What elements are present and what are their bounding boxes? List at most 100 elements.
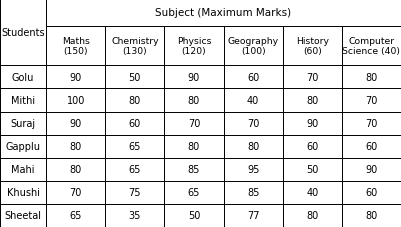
Bar: [46, 112, 105, 135]
Bar: [164, 66, 224, 89]
Bar: [283, 135, 342, 158]
Bar: [164, 158, 224, 181]
Text: 65: 65: [129, 141, 141, 151]
Bar: [283, 181, 342, 204]
Text: 90: 90: [69, 118, 82, 128]
Text: Students: Students: [1, 28, 45, 38]
Text: 80: 80: [306, 96, 318, 106]
Bar: [105, 204, 164, 227]
Text: History
(60): History (60): [296, 37, 329, 56]
Text: 85: 85: [188, 164, 200, 174]
Bar: [342, 204, 401, 227]
Bar: [283, 89, 342, 112]
Text: Sheetal: Sheetal: [4, 210, 42, 220]
Text: Subject (Maximum Marks): Subject (Maximum Marks): [156, 8, 292, 18]
Bar: [224, 27, 283, 66]
Text: Suraj: Suraj: [10, 118, 36, 128]
Text: Mahi: Mahi: [11, 164, 35, 174]
Bar: [164, 112, 224, 135]
Bar: [283, 66, 342, 89]
Text: 80: 80: [247, 141, 259, 151]
Text: 90: 90: [365, 164, 378, 174]
Bar: [46, 181, 105, 204]
Text: 80: 80: [188, 96, 200, 106]
Bar: [224, 204, 283, 227]
Bar: [164, 89, 224, 112]
Bar: [164, 204, 224, 227]
Text: 70: 70: [69, 187, 82, 197]
Text: 65: 65: [129, 164, 141, 174]
Bar: [105, 112, 164, 135]
Text: 70: 70: [247, 118, 259, 128]
Bar: [224, 158, 283, 181]
Bar: [224, 89, 283, 112]
Text: 60: 60: [365, 187, 378, 197]
Bar: [342, 27, 401, 66]
Bar: [0, 158, 46, 181]
Bar: [342, 89, 401, 112]
Bar: [0, 112, 46, 135]
Text: 75: 75: [129, 187, 141, 197]
Text: 95: 95: [247, 164, 259, 174]
Bar: [0, 204, 46, 227]
Bar: [342, 66, 401, 89]
Text: 50: 50: [129, 73, 141, 83]
Bar: [283, 27, 342, 66]
Bar: [46, 89, 105, 112]
Bar: [105, 158, 164, 181]
Text: 65: 65: [69, 210, 82, 220]
Text: Gapplu: Gapplu: [6, 141, 41, 151]
Bar: [224, 112, 283, 135]
Bar: [164, 181, 224, 204]
Text: Maths
(150): Maths (150): [62, 37, 90, 56]
Text: 70: 70: [365, 96, 378, 106]
Bar: [105, 89, 164, 112]
Bar: [46, 27, 105, 66]
Bar: [46, 0, 401, 26]
Bar: [283, 204, 342, 227]
Text: Chemistry
(130): Chemistry (130): [111, 37, 159, 56]
Text: 50: 50: [306, 164, 318, 174]
Bar: [164, 135, 224, 158]
Text: 80: 80: [365, 210, 378, 220]
Bar: [105, 66, 164, 89]
Text: 90: 90: [69, 73, 82, 83]
Text: 80: 80: [129, 96, 141, 106]
Text: 80: 80: [188, 141, 200, 151]
Text: Golu: Golu: [12, 73, 34, 83]
Bar: [0, 89, 46, 112]
Text: Computer
Science (40): Computer Science (40): [342, 37, 400, 56]
Bar: [105, 27, 164, 66]
Text: 70: 70: [188, 118, 200, 128]
Text: 40: 40: [306, 187, 318, 197]
Bar: [0, 135, 46, 158]
Text: 35: 35: [129, 210, 141, 220]
Bar: [342, 112, 401, 135]
Bar: [283, 158, 342, 181]
Bar: [283, 112, 342, 135]
Bar: [0, 0, 46, 66]
Text: 80: 80: [306, 210, 318, 220]
Bar: [342, 181, 401, 204]
Text: Khushi: Khushi: [6, 187, 40, 197]
Text: 65: 65: [188, 187, 200, 197]
Bar: [46, 204, 105, 227]
Text: Geography
(100): Geography (100): [228, 37, 279, 56]
Bar: [46, 158, 105, 181]
Bar: [342, 158, 401, 181]
Bar: [164, 27, 224, 66]
Bar: [224, 135, 283, 158]
Text: 50: 50: [188, 210, 200, 220]
Bar: [105, 135, 164, 158]
Text: 40: 40: [247, 96, 259, 106]
Text: 77: 77: [247, 210, 259, 220]
Text: 80: 80: [69, 141, 82, 151]
Text: 60: 60: [365, 141, 378, 151]
Bar: [0, 66, 46, 89]
Text: 60: 60: [129, 118, 141, 128]
Text: 85: 85: [247, 187, 259, 197]
Text: Physics
(120): Physics (120): [177, 37, 211, 56]
Bar: [224, 66, 283, 89]
Text: 70: 70: [306, 73, 318, 83]
Bar: [46, 66, 105, 89]
